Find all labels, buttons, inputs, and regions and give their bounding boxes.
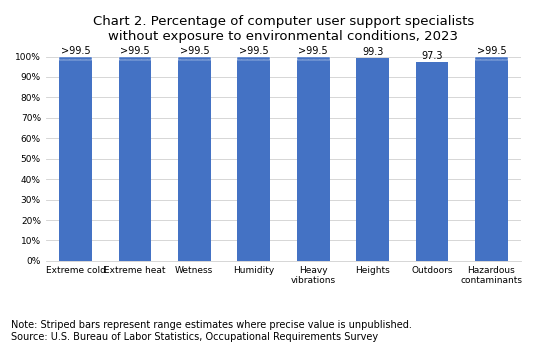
Bar — [118, 57, 151, 261]
Text: Note: Striped bars represent range estimates where precise value is unpublished.: Note: Striped bars represent range estim… — [11, 320, 412, 342]
Bar — [415, 62, 448, 261]
Text: >99.5: >99.5 — [239, 46, 268, 56]
Text: >99.5: >99.5 — [61, 46, 90, 56]
Bar — [357, 58, 389, 261]
Text: >99.5: >99.5 — [180, 46, 209, 56]
Text: 99.3: 99.3 — [362, 47, 384, 57]
Bar — [118, 57, 151, 60]
Bar — [475, 57, 508, 60]
Bar — [59, 57, 92, 60]
Text: >99.5: >99.5 — [477, 46, 506, 56]
Bar — [297, 57, 329, 60]
Bar — [178, 57, 210, 60]
Bar — [297, 57, 329, 261]
Text: 97.3: 97.3 — [421, 51, 443, 61]
Bar — [237, 57, 270, 261]
Bar — [59, 57, 92, 261]
Bar — [237, 57, 270, 60]
Text: >99.5: >99.5 — [299, 46, 328, 56]
Bar — [178, 57, 210, 261]
Bar — [475, 57, 508, 261]
Title: Chart 2. Percentage of computer user support specialists
without exposure to env: Chart 2. Percentage of computer user sup… — [93, 15, 474, 43]
Text: >99.5: >99.5 — [120, 46, 150, 56]
